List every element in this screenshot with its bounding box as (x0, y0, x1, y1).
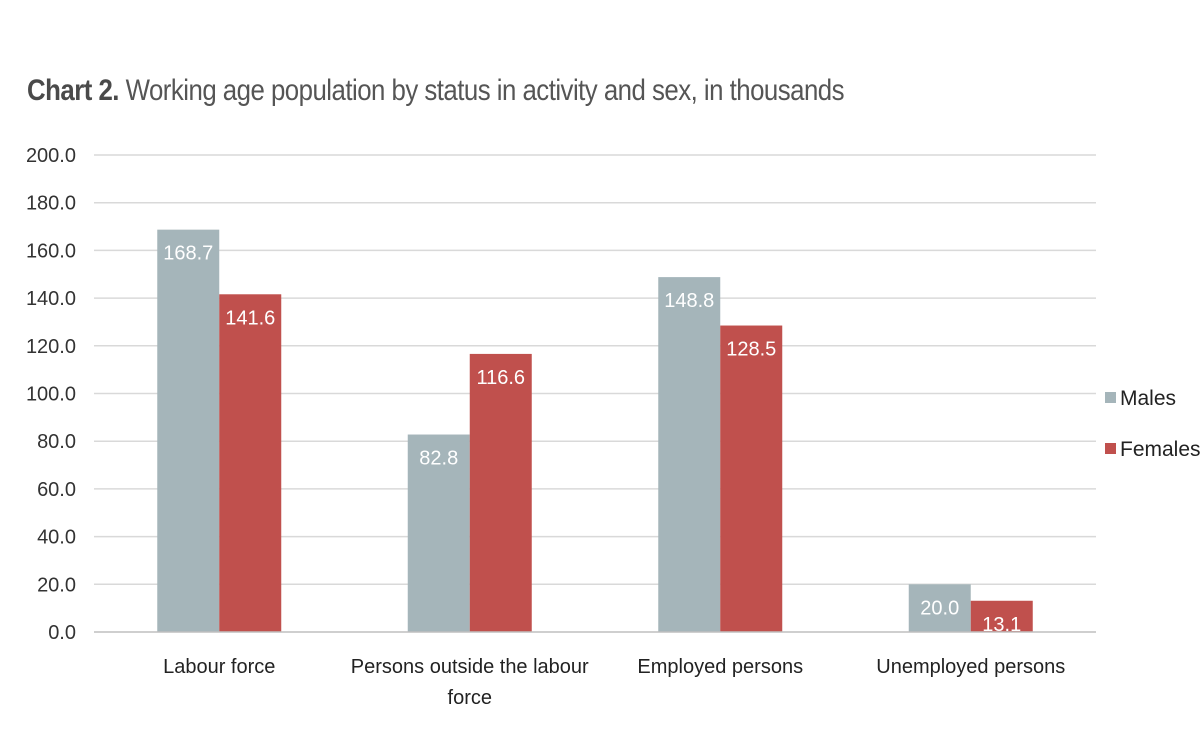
y-tick-label: 200.0 (26, 145, 76, 167)
legend: Males Females (1105, 387, 1200, 461)
bar-females (970, 600, 1033, 632)
data-label: 141.6 (225, 307, 275, 329)
bar-females (469, 353, 532, 632)
chart-title-text: Working age population by status in acti… (125, 74, 845, 107)
data-label: 116.6 (476, 367, 525, 389)
legend-swatch-males (1105, 392, 1116, 403)
x-category-label: force (448, 687, 492, 709)
y-tick-label: 40.0 (37, 527, 76, 549)
bars (157, 229, 1033, 632)
y-tick-label: 20.0 (37, 574, 76, 596)
labels: 168.7 141.6 82.8 116.6 148.8 128.5 20.0 13.1 (163, 243, 1021, 636)
data-label: 20.0 (920, 597, 959, 619)
y-tick-label: 60.0 (37, 479, 76, 501)
y-tick-label: 180.0 (26, 193, 76, 215)
y-tick-label: 120.0 (26, 336, 76, 358)
axes: 0.0 20.0 40.0 60.0 80.0 100.0 120.0 140.0 160.0 1… (26, 145, 1096, 709)
data-label: 168.7 (163, 243, 213, 265)
bar-males (407, 434, 470, 632)
y-tick-label: 80.0 (37, 431, 76, 453)
x-category-label: Labour force (163, 656, 275, 678)
legend-label-females: Females (1120, 438, 1200, 461)
bar-females (720, 325, 783, 632)
y-tick-label: 0.0 (48, 622, 76, 644)
y-tick-label: 100.0 (26, 384, 76, 406)
y-tick-label: 140.0 (26, 288, 76, 310)
chart-title-prefix: Chart 2. (27, 74, 119, 107)
x-category-label: Persons outside the labour (351, 656, 589, 678)
data-label: 13.1 (982, 614, 1021, 636)
data-label: 148.8 (664, 290, 714, 312)
bar-males (908, 584, 971, 632)
bar-males (658, 277, 721, 632)
legend-swatch-females (1105, 443, 1116, 454)
bar-males (157, 229, 220, 632)
x-category-label: Unemployed persons (876, 656, 1065, 678)
data-label: 82.8 (419, 448, 458, 470)
bar-females (219, 294, 282, 632)
data-label: 128.5 (726, 339, 776, 361)
chart-title: Chart 2. Working age population by statu… (27, 74, 845, 108)
legend-label-males: Males (1120, 387, 1176, 410)
x-category-label: Employed persons (637, 656, 803, 678)
y-tick-label: 160.0 (26, 240, 76, 262)
